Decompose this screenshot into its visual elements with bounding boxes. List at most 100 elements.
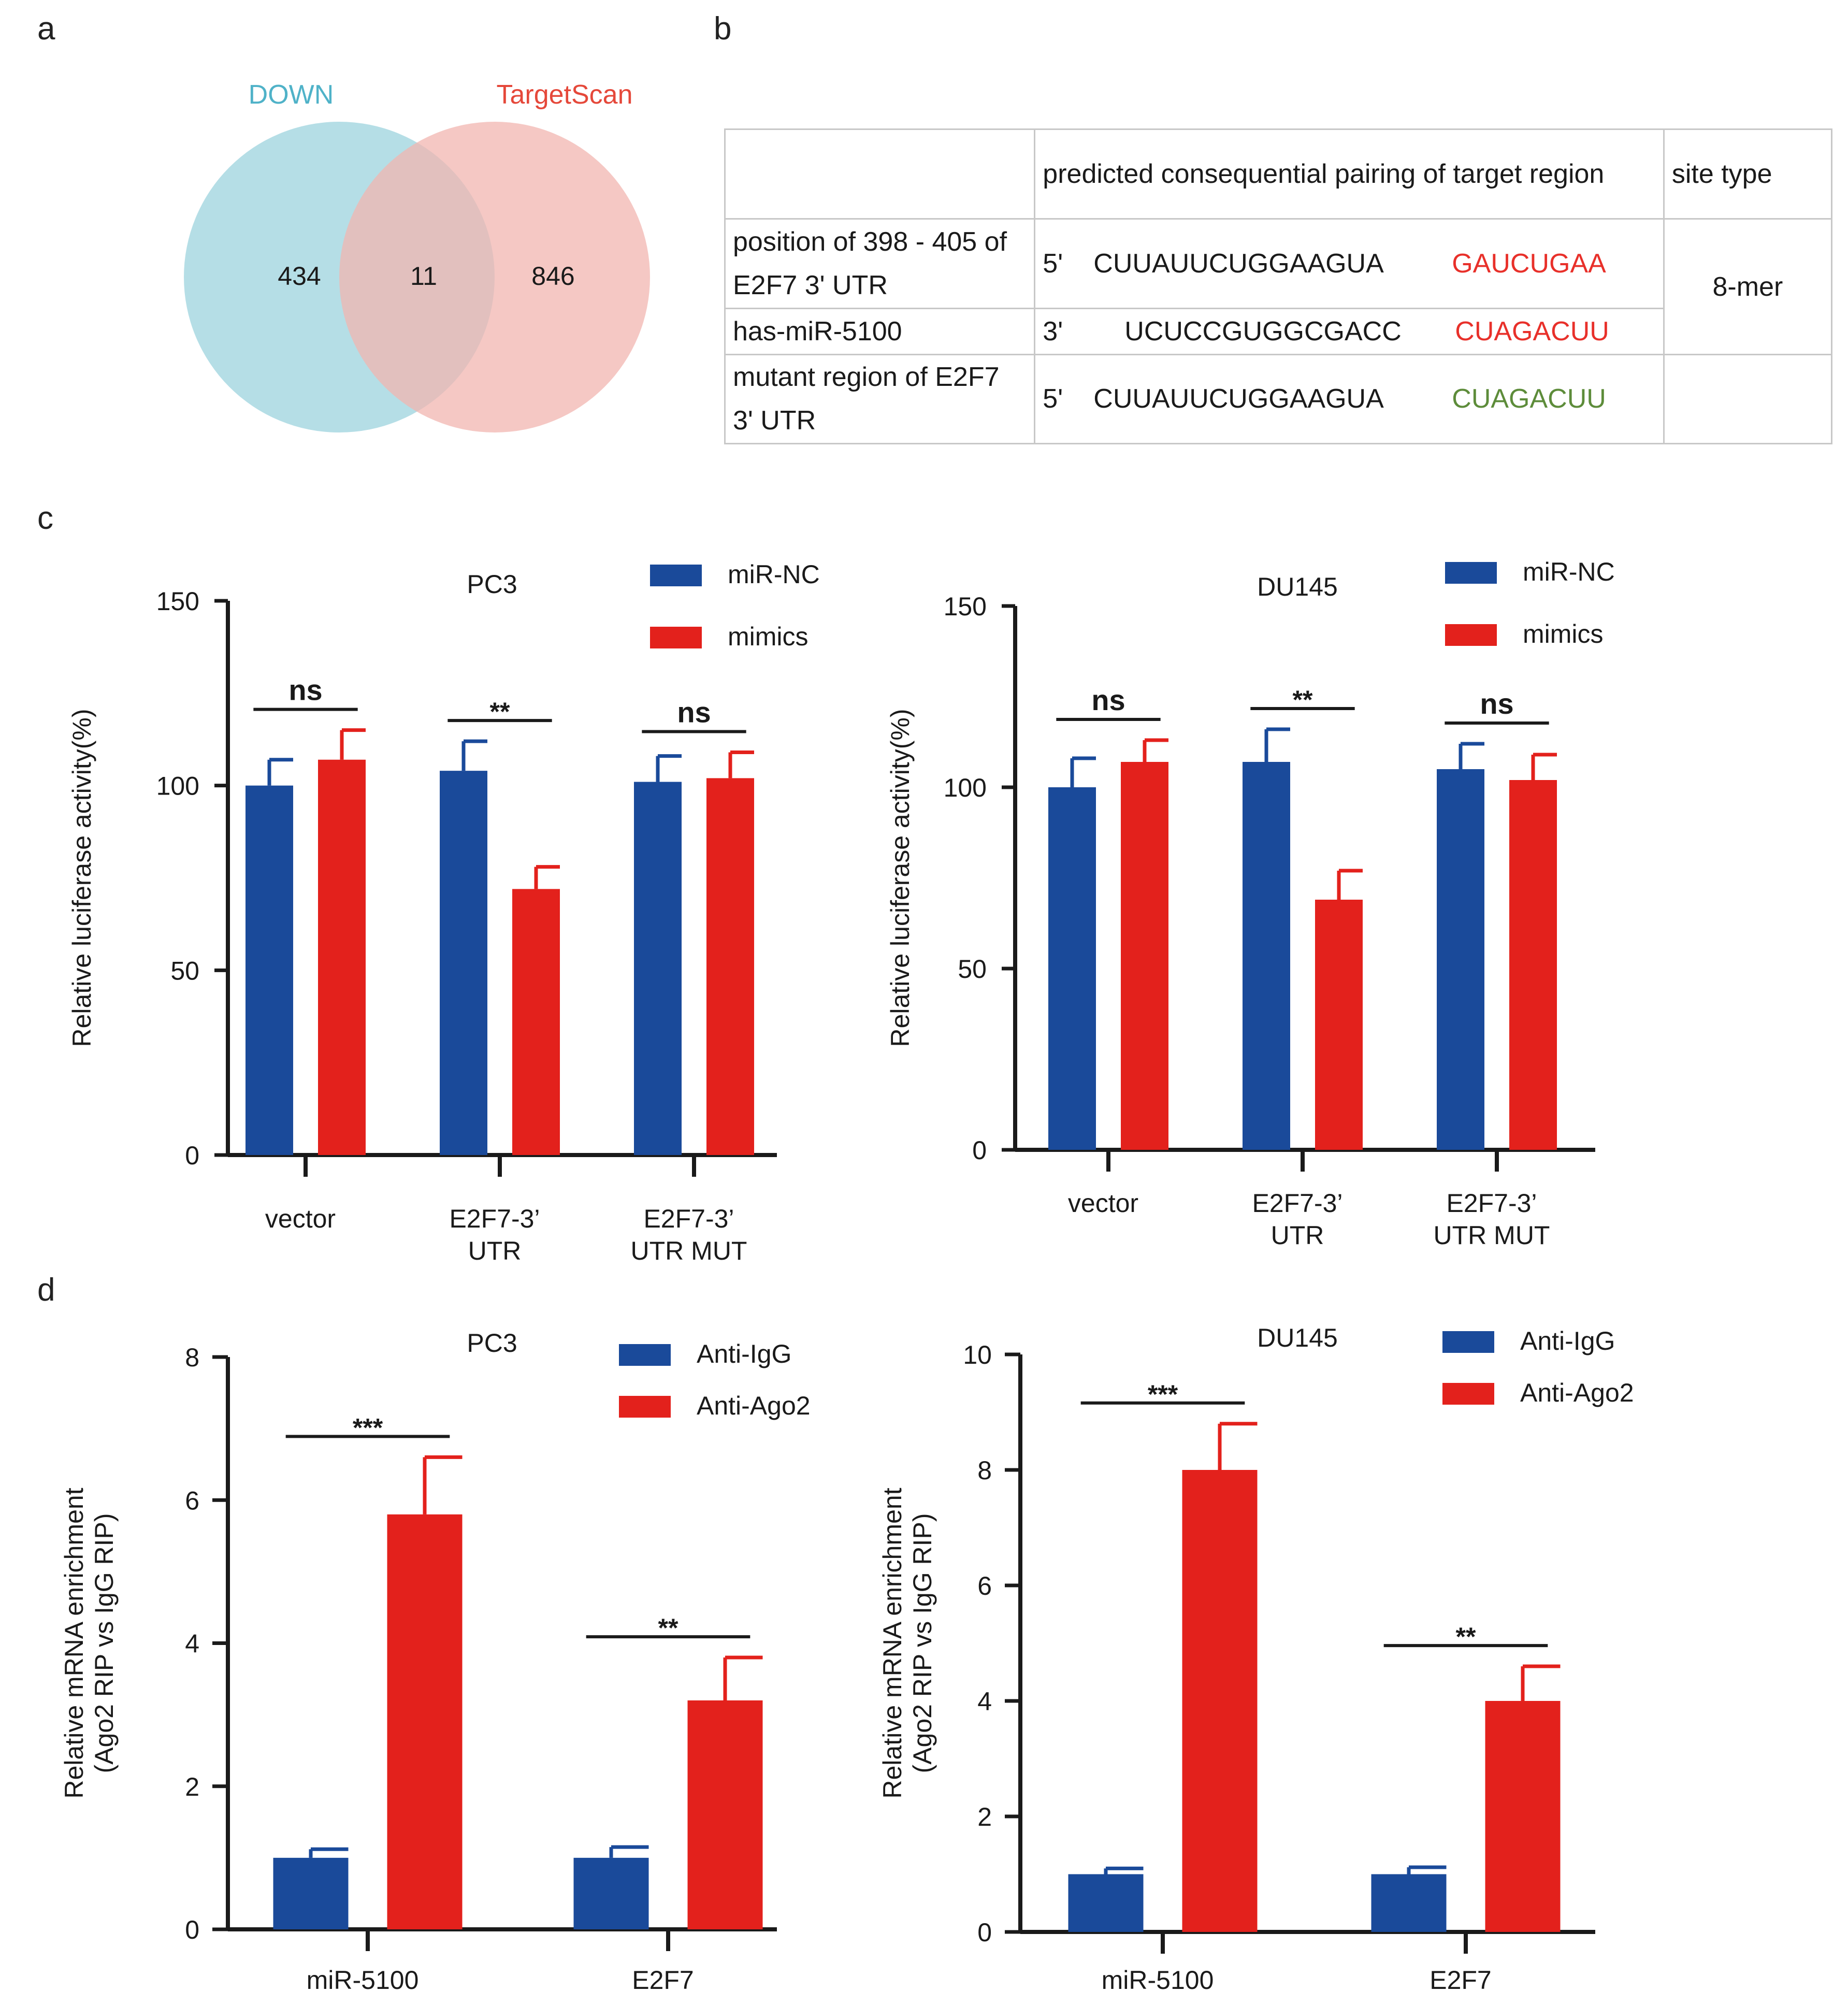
legend-swatch [619,1344,671,1366]
x-tick-label: E2F7 [1430,1966,1492,1995]
significance-label: ** [1456,1622,1476,1651]
x-tick-label: vector [1068,1189,1138,1218]
bar [273,1857,349,1929]
chart-title: PC3 [467,570,517,599]
y-tick-label: 4 [185,1629,199,1658]
venn-count-down-only: 434 [278,262,321,291]
legend-swatch [650,565,702,586]
seq-seed: GAUCUGAA [1452,249,1606,279]
venn-count-overlap: 11 [410,262,437,291]
x-tick-label: E2F7-3’ [643,1204,734,1233]
y-axis-label: (Ago2 RIP vs IgG RIP) [90,1513,119,1773]
panel-label-d: d [37,1272,55,1308]
venn-count-targetscan-only: 846 [531,262,574,291]
legend-label: Anti-IgG [697,1339,791,1368]
table-row: has-miR-5100 3' UCUCCGUGGCGACC CUAGACUU [724,308,1832,355]
bar [1243,762,1290,1150]
bar [634,782,682,1155]
x-tick-label: vector [265,1204,336,1233]
target-site-table: predicted consequential pairing of targe… [724,128,1833,445]
x-tick-label: E2F7 [632,1966,694,1995]
bar [1121,762,1168,1150]
significance-label: ns [288,674,322,706]
seq-prime: 5' [1043,249,1063,279]
y-tick-label: 0 [185,1915,199,1944]
y-axis-label: Relative mRNA enrichment [878,1488,907,1798]
y-tick-label: 2 [185,1772,199,1801]
legend-label: Anti-Ago2 [1520,1378,1634,1407]
bar [387,1514,463,1929]
y-tick-label: 0 [185,1141,199,1170]
x-tick-label: UTR MUT [631,1236,747,1265]
legend-swatch [650,627,702,648]
legend-label: Anti-Ago2 [697,1391,811,1420]
significance-label: ** [1293,685,1313,714]
significance-label: ns [1091,684,1125,716]
site-type-value: 8-mer [1663,218,1833,355]
y-tick-label: 6 [977,1571,992,1600]
row-label: position of 398 - 405 of E2F7 3' UTR [724,218,1036,310]
y-tick-label: 50 [170,956,199,985]
bar [1315,900,1363,1150]
y-tick-label: 0 [977,1918,992,1947]
bar [687,1700,763,1929]
x-tick-label: E2F7-3’ [1252,1189,1342,1218]
legend-label: mimics [728,622,809,651]
chart-rip-pc3: 0 2 4 6 8 Relative mRNA enrichment (Ago2 RIP v… [60,1329,811,1995]
panel-label-c: c [37,500,53,536]
bar [1182,1470,1258,1932]
bar [246,785,293,1155]
legend-label: Anti-IgG [1520,1326,1615,1355]
chart-luciferase-pc3: 0 50 100 150 Relative luciferase activity(%)… [67,560,820,1265]
bar [1509,780,1557,1150]
row-sequence: 5' CUUAUUCUGGAAGUA GAUCUGAA [1034,218,1665,310]
y-tick-label: 150 [944,592,987,621]
bar [1485,1701,1561,1932]
bar [1048,787,1096,1150]
bar [318,759,366,1155]
chart-title: DU145 [1257,1323,1338,1352]
legend-label: miR-NC [1523,557,1615,586]
y-axis-label: Relative luciferase activity(%) [886,709,915,1047]
y-tick-label: 8 [977,1456,992,1485]
y-tick-label: 4 [977,1687,992,1716]
y-tick-label: 150 [156,587,199,616]
significance-label: *** [1148,1380,1178,1409]
significance-label: *** [353,1413,383,1442]
venn-circle-targetscan [339,122,650,432]
legend-swatch [1442,1383,1494,1405]
chart-title: DU145 [1257,572,1338,601]
legend-swatch [1445,562,1497,584]
significance-label: ns [1480,687,1513,720]
row-label: has-miR-5100 [724,308,1036,355]
x-tick-label: miR-5100 [307,1966,419,1995]
bar [440,771,487,1155]
y-tick-label: 2 [977,1802,992,1831]
y-tick-label: 6 [185,1486,199,1515]
legend-swatch [619,1396,671,1418]
legend-label: miR-NC [728,560,820,589]
table-header-empty [724,128,1036,220]
seq-seed: CUAGACUU [1452,384,1606,414]
table-header-site-type: site type [1663,128,1833,220]
row-sequence: 5' CUUAUUCUGGAAGUA CUAGACUU [1034,353,1665,445]
y-tick-label: 50 [958,955,987,984]
bar [1371,1874,1447,1932]
seq-main: CUUAUUCUGGAAGUA [1093,249,1384,279]
venn-diagram: DOWN TargetScan 434 11 846 [184,80,650,432]
x-tick-label: E2F7-3’ [449,1204,540,1233]
significance-label: ** [490,697,510,726]
legend-label: mimics [1523,619,1604,648]
y-tick-label: 8 [185,1343,199,1372]
chart-title: PC3 [467,1329,517,1358]
y-axis-label: (Ago2 RIP vs IgG RIP) [908,1513,937,1773]
seq-seed: CUAGACUU [1455,316,1609,347]
bar [573,1857,649,1929]
x-tick-label: miR-5100 [1102,1966,1214,1995]
site-type-empty [1663,353,1833,445]
bar [1437,769,1484,1150]
significance-label: ** [658,1613,678,1642]
x-tick-label: UTR [1271,1221,1324,1250]
table-header-row: predicted consequential pairing of targe… [724,128,1833,220]
table-row: position of 398 - 405 of E2F7 3' UTR 5' … [724,218,1833,355]
